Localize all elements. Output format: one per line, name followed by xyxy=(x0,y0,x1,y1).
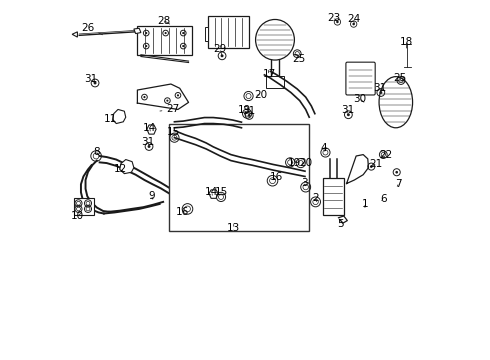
Text: 15: 15 xyxy=(167,127,180,138)
Polygon shape xyxy=(120,159,134,174)
FancyBboxPatch shape xyxy=(322,178,344,215)
Circle shape xyxy=(248,114,251,117)
Text: 15: 15 xyxy=(215,187,228,197)
FancyBboxPatch shape xyxy=(346,62,375,95)
Text: 31: 31 xyxy=(84,75,98,85)
Text: 7: 7 xyxy=(395,179,402,189)
Text: 5: 5 xyxy=(338,219,344,229)
Circle shape xyxy=(182,45,184,47)
FancyBboxPatch shape xyxy=(137,26,192,55)
Polygon shape xyxy=(205,27,208,41)
Text: 11: 11 xyxy=(104,114,118,124)
Circle shape xyxy=(147,145,150,148)
Text: 12: 12 xyxy=(114,165,127,174)
Text: 9: 9 xyxy=(148,191,155,201)
Text: 8: 8 xyxy=(93,147,99,157)
Polygon shape xyxy=(147,125,156,134)
Text: 31: 31 xyxy=(341,105,354,115)
Text: 20: 20 xyxy=(299,158,312,168)
Circle shape xyxy=(395,171,398,174)
Circle shape xyxy=(145,45,147,47)
Polygon shape xyxy=(137,84,189,109)
Text: 21: 21 xyxy=(369,159,383,169)
Text: 17: 17 xyxy=(262,69,275,79)
Text: 22: 22 xyxy=(379,150,393,160)
Polygon shape xyxy=(346,154,368,184)
Circle shape xyxy=(94,81,97,85)
Text: 3: 3 xyxy=(301,178,308,188)
Text: 31: 31 xyxy=(242,106,255,116)
Circle shape xyxy=(352,23,355,25)
Text: 26: 26 xyxy=(81,23,102,35)
Circle shape xyxy=(370,165,372,168)
Circle shape xyxy=(166,100,169,102)
Circle shape xyxy=(220,54,223,57)
Circle shape xyxy=(177,94,179,96)
Bar xyxy=(266,76,284,88)
Ellipse shape xyxy=(379,77,413,128)
Text: 25: 25 xyxy=(393,73,406,83)
Text: 29: 29 xyxy=(214,45,227,55)
Polygon shape xyxy=(209,190,218,198)
Text: 16: 16 xyxy=(270,172,283,182)
Text: 18: 18 xyxy=(400,37,413,48)
Text: 30: 30 xyxy=(353,94,367,104)
Text: 16: 16 xyxy=(175,207,189,217)
Text: 19: 19 xyxy=(237,105,250,115)
Polygon shape xyxy=(72,32,77,37)
Text: 24: 24 xyxy=(347,14,360,24)
Text: 1: 1 xyxy=(362,199,368,209)
Bar xyxy=(74,198,95,215)
Circle shape xyxy=(165,32,167,34)
Text: 2: 2 xyxy=(312,193,319,203)
Text: 14: 14 xyxy=(205,187,219,197)
Text: 4: 4 xyxy=(320,143,327,153)
Polygon shape xyxy=(134,28,141,33)
Circle shape xyxy=(336,21,339,23)
Circle shape xyxy=(182,32,184,34)
Circle shape xyxy=(347,113,350,116)
Text: 6: 6 xyxy=(380,194,387,204)
Text: 23: 23 xyxy=(327,13,341,23)
Circle shape xyxy=(379,91,382,94)
Text: 31: 31 xyxy=(373,83,387,93)
Text: 31: 31 xyxy=(141,137,155,147)
Text: 10: 10 xyxy=(71,211,84,221)
Circle shape xyxy=(144,96,146,98)
FancyBboxPatch shape xyxy=(208,16,248,48)
Ellipse shape xyxy=(256,19,294,60)
Polygon shape xyxy=(113,109,126,123)
Text: 19: 19 xyxy=(288,158,301,168)
Text: 14: 14 xyxy=(143,123,156,133)
Text: 25: 25 xyxy=(293,54,306,64)
Bar xyxy=(169,123,309,231)
Text: 27: 27 xyxy=(160,104,179,114)
Text: 20: 20 xyxy=(254,90,268,100)
Circle shape xyxy=(145,32,147,34)
Text: 28: 28 xyxy=(157,15,171,26)
Text: 13: 13 xyxy=(227,222,240,233)
